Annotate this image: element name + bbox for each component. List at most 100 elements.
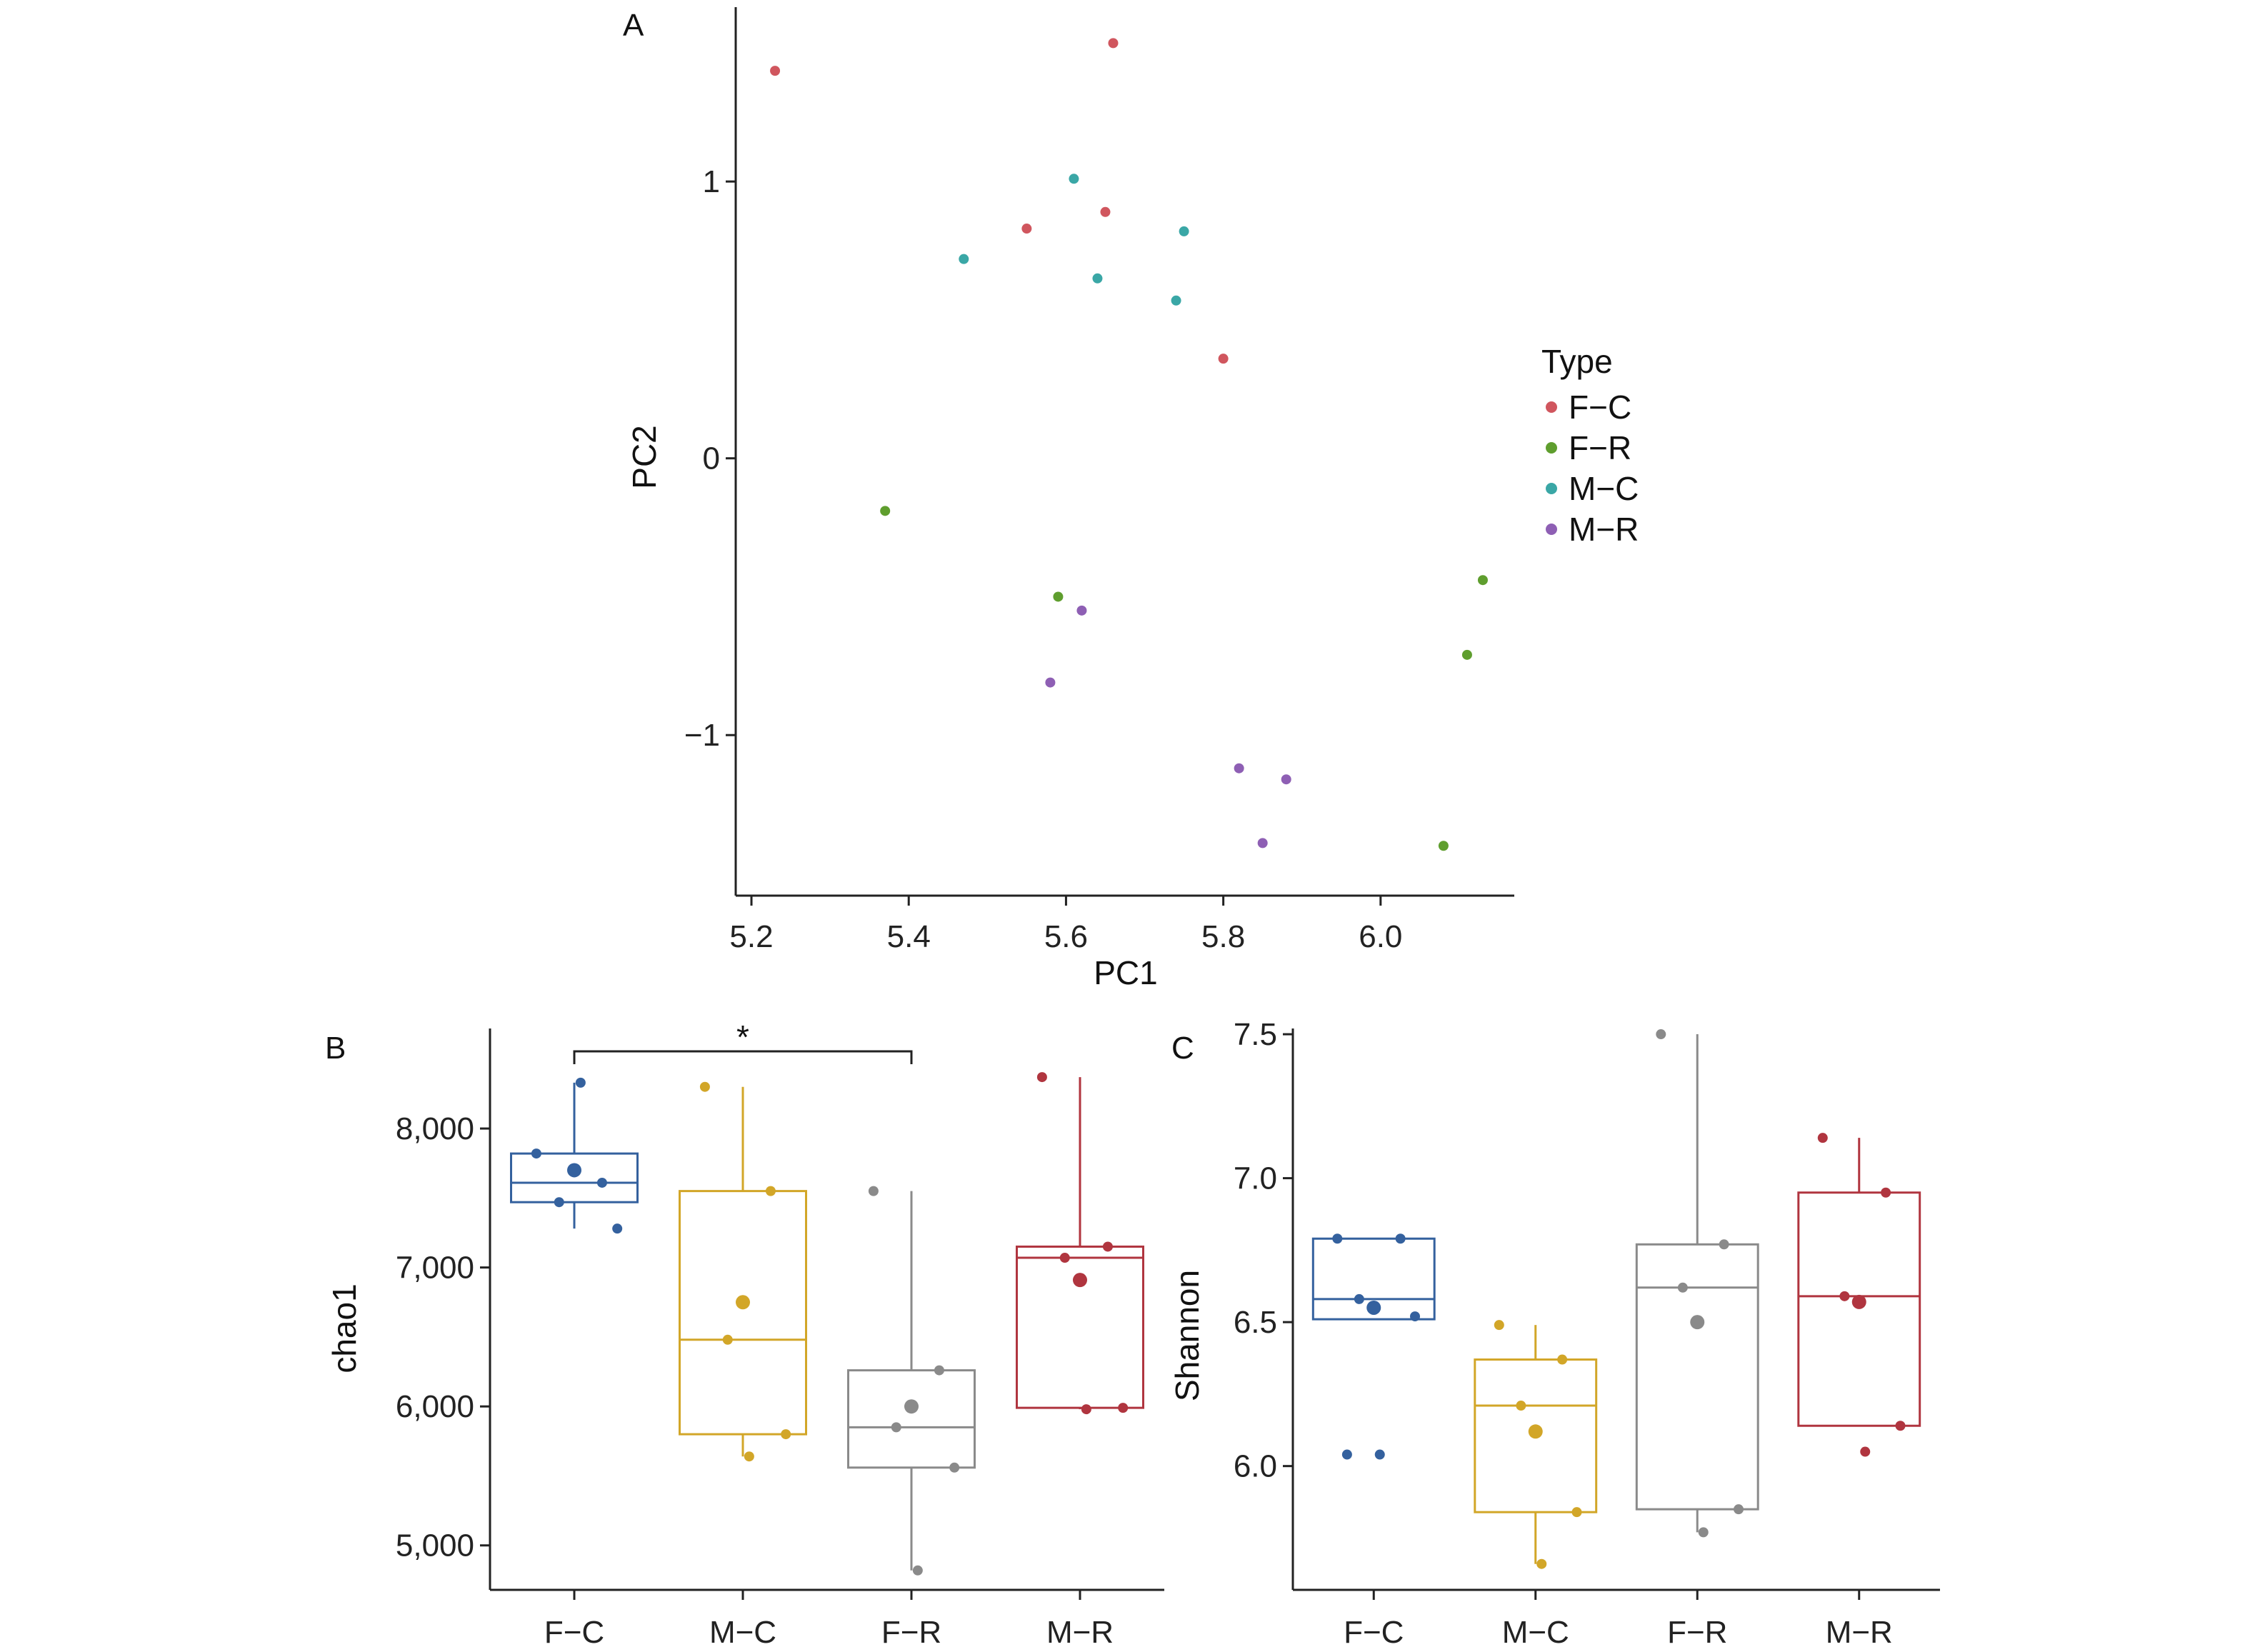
legend-entry: F−C bbox=[1569, 389, 1631, 426]
sample-point bbox=[1719, 1239, 1729, 1250]
box-iqr bbox=[847, 1369, 976, 1469]
mean-point bbox=[1073, 1273, 1087, 1288]
scatter-point bbox=[1108, 38, 1119, 49]
sample-point bbox=[934, 1365, 944, 1376]
scatter-point bbox=[1069, 174, 1079, 184]
scatter-point bbox=[1281, 774, 1291, 785]
legend-swatch bbox=[1546, 524, 1557, 535]
box-iqr bbox=[679, 1190, 807, 1436]
sample-point bbox=[868, 1186, 879, 1196]
mean-point bbox=[1366, 1300, 1381, 1315]
legend-title: Type bbox=[1541, 343, 1613, 380]
panel-b-axes: 5,000 6,000 7,000 8,000 F−C M−C F−R M−R bbox=[396, 1028, 1164, 1650]
box-iqr bbox=[1635, 1243, 1759, 1511]
scatter-point bbox=[1045, 677, 1056, 688]
sample-point bbox=[1102, 1241, 1113, 1252]
panel-c-y-tick-label: 7.0 bbox=[1234, 1161, 1277, 1196]
panel-b-y-tick-label: 5,000 bbox=[396, 1528, 474, 1563]
sample-point bbox=[575, 1077, 586, 1088]
panel-c-x-tick-label: F−C bbox=[1344, 1615, 1404, 1650]
panel-c-x-tick-label: M−C bbox=[1502, 1615, 1569, 1650]
sample-point bbox=[1734, 1504, 1744, 1515]
box-iqr bbox=[1797, 1191, 1921, 1427]
panel-b-x-tick-label: F−R bbox=[881, 1615, 941, 1650]
sample-point bbox=[1860, 1446, 1871, 1457]
sample-point bbox=[722, 1334, 733, 1345]
panel-c-boxes bbox=[1311, 1029, 1921, 1569]
sample-point bbox=[699, 1081, 710, 1092]
box-iqr bbox=[510, 1152, 639, 1203]
panel-c-ylabel: Shannon bbox=[1169, 1270, 1206, 1401]
panel-c-x-tick-label: M−R bbox=[1826, 1615, 1893, 1650]
panel-b-y-tick-label: 7,000 bbox=[396, 1251, 474, 1286]
sample-point bbox=[1332, 1233, 1343, 1244]
panel-a-x-tick-label: 5.6 bbox=[1044, 919, 1088, 954]
sample-point bbox=[744, 1451, 754, 1462]
panel-c-y-tick-label: 6.0 bbox=[1234, 1449, 1277, 1484]
sample-point bbox=[1410, 1311, 1421, 1322]
sample-point bbox=[1557, 1354, 1568, 1365]
scatter-point bbox=[770, 66, 781, 76]
panel-b-y-tick-label: 6,000 bbox=[396, 1389, 474, 1424]
scatter-point bbox=[1257, 838, 1268, 848]
sample-point bbox=[1118, 1403, 1129, 1413]
scatter-point bbox=[1234, 763, 1244, 774]
sample-point bbox=[1516, 1401, 1526, 1411]
panel-b-label: B bbox=[325, 1031, 346, 1066]
scatter-point bbox=[959, 254, 969, 264]
sample-point bbox=[1895, 1421, 1906, 1431]
panel-b-y-tick-label: 8,000 bbox=[396, 1111, 474, 1146]
significance-bracket bbox=[573, 1050, 913, 1064]
sample-point bbox=[1354, 1293, 1364, 1304]
sample-point bbox=[612, 1223, 623, 1234]
sample-point bbox=[1536, 1558, 1547, 1569]
scatter-point bbox=[1218, 354, 1229, 364]
sample-point bbox=[1036, 1072, 1047, 1083]
sample-point bbox=[1656, 1029, 1666, 1040]
legend-entry: F−R bbox=[1569, 429, 1631, 466]
panel-c-label: C bbox=[1171, 1031, 1194, 1066]
sample-point bbox=[1341, 1449, 1352, 1460]
sample-point bbox=[1059, 1253, 1070, 1263]
sample-point bbox=[765, 1186, 776, 1196]
mean-point bbox=[567, 1163, 581, 1178]
panel-a-points bbox=[770, 38, 1488, 851]
scatter-point bbox=[1461, 649, 1472, 660]
mean-point bbox=[1528, 1424, 1543, 1439]
scatter-point bbox=[1171, 295, 1181, 306]
panel-b-x-tick-label: M−C bbox=[709, 1615, 776, 1650]
panel-a-legend: Type F−CF−R M−C M−R bbox=[1541, 343, 1639, 548]
panel-a-x-tick-label: 5.2 bbox=[729, 919, 773, 954]
sample-point bbox=[1881, 1187, 1891, 1198]
sample-point bbox=[1081, 1404, 1091, 1415]
legend-entry: M−R bbox=[1569, 511, 1639, 548]
sample-point bbox=[1698, 1527, 1709, 1538]
scatter-point bbox=[1100, 206, 1111, 217]
panel-b-ylabel: chao1 bbox=[326, 1283, 363, 1373]
panel-a-y-tick-label: 0 bbox=[703, 441, 720, 476]
scatter-point bbox=[1092, 273, 1103, 284]
panel-a-axes: 5.2 5.4 5.6 5.8 6.0 −1 0 1 bbox=[684, 7, 1514, 954]
sample-point bbox=[1395, 1233, 1406, 1244]
panel-a-x-tick-label: 5.4 bbox=[887, 919, 931, 954]
panel-a-x-tick-label: 5.8 bbox=[1201, 919, 1245, 954]
mean-point bbox=[1690, 1315, 1705, 1330]
sample-point bbox=[1677, 1282, 1688, 1293]
mean-point bbox=[904, 1399, 919, 1414]
panel-a-label: A bbox=[623, 8, 644, 43]
scatter-point bbox=[880, 506, 891, 516]
panel-a-x-tick-label: 6.0 bbox=[1359, 919, 1402, 954]
scatter-point bbox=[1477, 575, 1488, 586]
legend-swatch bbox=[1546, 483, 1557, 494]
mean-point bbox=[1851, 1294, 1866, 1309]
sample-point bbox=[1817, 1133, 1828, 1143]
panel-c-x-tick-label: F−R bbox=[1667, 1615, 1727, 1650]
panel-b-x-tick-label: M−R bbox=[1046, 1615, 1114, 1650]
panel-a-y-tick-label: −1 bbox=[684, 718, 720, 753]
scatter-point bbox=[1179, 226, 1189, 236]
sample-point bbox=[1494, 1320, 1504, 1331]
legend-swatch bbox=[1546, 401, 1557, 413]
box-iqr bbox=[1311, 1237, 1436, 1321]
box-iqr bbox=[1474, 1358, 1598, 1513]
